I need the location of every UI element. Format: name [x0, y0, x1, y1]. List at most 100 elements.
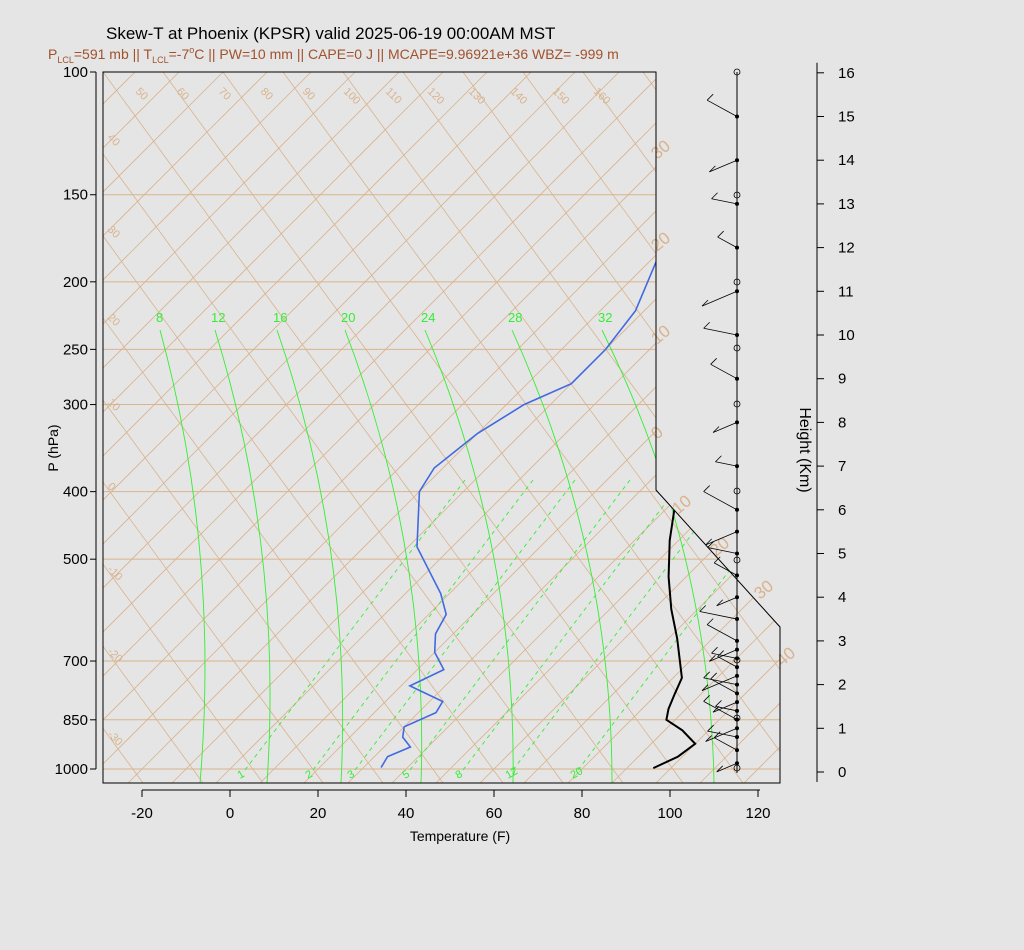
isotherm-line: [103, 72, 740, 783]
wind-barb: [703, 327, 738, 336]
wind-barb-feather: [705, 538, 712, 546]
isotherm-line: [103, 72, 344, 783]
dewpoint-profile-line: [380, 72, 780, 768]
wind-barb: [707, 730, 738, 738]
isotherm-label: 110: [383, 86, 404, 107]
y-tick-label: 300: [63, 397, 88, 414]
wind-barb-feather: [710, 672, 717, 680]
wind-barb: [712, 701, 738, 713]
height-tick-label: 16: [838, 65, 855, 82]
mixing-ratio-label: 12: [504, 765, 521, 782]
plot-frame: [102, 71, 781, 784]
isotherm-line: [103, 72, 124, 783]
isotherm-label: -20: [105, 646, 125, 666]
wind-barb-feather: [711, 646, 718, 654]
wind-barb-feather: [716, 599, 724, 607]
height-tick-label: 8: [838, 414, 846, 431]
wind-barb-feather: [717, 230, 724, 238]
barb-calm-circle: [733, 656, 741, 664]
moist-adiabat-line: [601, 329, 715, 783]
mixing-ratio-line: [462, 479, 684, 771]
dry-adiabat-line: [282, 72, 780, 783]
height-tick-label: 15: [838, 109, 855, 126]
wind-barb: [706, 99, 738, 117]
dry-adiabat-line: [0, 72, 83, 783]
height-tick-label: 0: [838, 764, 846, 781]
mixing-ratio-label: 20: [569, 765, 586, 782]
wind-barb-feather: [703, 485, 710, 492]
wind-barb: [717, 236, 738, 248]
mixing-ratio-label: 8: [454, 768, 465, 781]
wind-barb: [706, 624, 738, 642]
mixing-ratio-label: 28: [508, 310, 522, 325]
wind-barb: [703, 491, 738, 511]
wind-barb: [711, 652, 738, 659]
isotherm-line: [875, 40, 1024, 784]
wind-barb-feather: [715, 455, 722, 463]
height-tick-label: 7: [838, 458, 846, 475]
dry-adiabat-line: [103, 72, 324, 783]
mixing-ratio-line: [512, 479, 734, 771]
mixing-ratio-label: 3: [346, 768, 357, 781]
dry-adiabat-line: [462, 72, 780, 783]
height-tick-label: 3: [838, 633, 846, 650]
barb-calm-circle: [733, 191, 741, 199]
isotherm-line: [742, 72, 780, 783]
height-tick-label: 13: [838, 196, 855, 213]
isotherm-line: [831, 40, 1024, 784]
wind-barb-feather: [706, 618, 714, 625]
isotherm-line: [566, 72, 780, 783]
wind-barb-feather: [713, 731, 721, 738]
isotherm-label: 20: [647, 228, 674, 255]
dry-adiabat-line: [823, 72, 1024, 783]
wind-barb-feather: [706, 93, 714, 101]
isotherm-label: 100: [341, 86, 362, 107]
mixing-ratio-label: 2: [304, 768, 315, 781]
x-tick-label: 60: [486, 805, 503, 822]
wind-barb: [713, 562, 738, 576]
y-tick-label: 1000: [55, 761, 88, 778]
dry-adiabat-line: [103, 72, 384, 783]
isotherm-line: [103, 72, 256, 783]
mixing-ratio-label: 12: [211, 310, 225, 325]
isotherm-line: [103, 72, 608, 783]
isotherm-line: [390, 72, 780, 783]
y-tick-label: 100: [63, 64, 88, 81]
mixing-ratio-line: [312, 479, 534, 771]
isotherm-label: 140: [508, 86, 529, 107]
y-tick-label: 500: [63, 551, 88, 568]
moist-adiabat-line: [159, 329, 206, 783]
wind-barb-feather: [709, 655, 716, 662]
wind-barb-feather: [715, 700, 722, 707]
wind-barb-feather: [713, 556, 721, 564]
isotherm-label: 120: [425, 86, 446, 107]
moist-adiabat-line: [276, 329, 344, 783]
dry-adiabat-line: [103, 72, 564, 783]
dry-adiabat-line: [103, 72, 444, 783]
isotherm-label: 160: [591, 86, 612, 107]
dry-adiabat-line: [103, 72, 204, 783]
isotherm-label: 40: [105, 132, 122, 149]
wind-barb-feather: [712, 426, 720, 433]
isotherm-line: [103, 72, 388, 783]
mixing-ratio-line: [577, 479, 780, 771]
isotherm-label: 30: [647, 136, 674, 163]
barb-calm-circle: [733, 278, 741, 286]
dry-adiabat-line: [522, 72, 780, 783]
isotherm-line: [1007, 40, 1024, 784]
isotherm-label: 10: [647, 321, 674, 348]
wind-barb: [710, 363, 738, 380]
isotherm-line: [787, 40, 1024, 784]
y-axis: 100 150 200 250 300 400 500 700 850 1000: [55, 64, 97, 778]
wind-barb: [710, 678, 738, 694]
x-tick-label: 100: [657, 805, 682, 822]
height-tick-label: 2: [838, 677, 846, 694]
dry-adiabat-line: [103, 72, 504, 783]
wind-barb-feather: [699, 605, 707, 612]
dry-adiabat-line: [642, 72, 780, 783]
height-tick-label: 10: [838, 327, 855, 344]
barb-calm-circle: [733, 68, 741, 76]
barb-calm-circle: [733, 400, 741, 408]
wind-barb-feather: [707, 724, 714, 732]
